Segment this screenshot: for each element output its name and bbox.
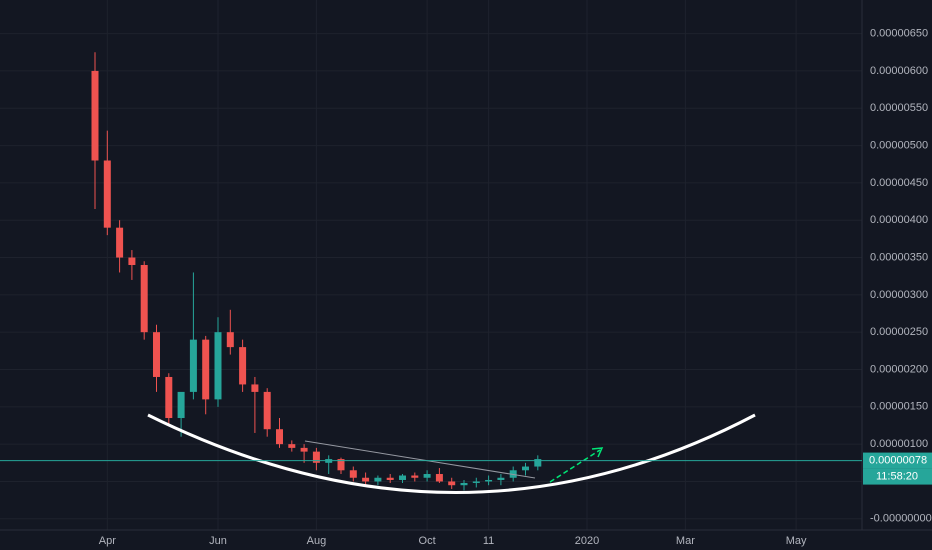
y-tick-label: 0.00000250 <box>870 326 928 338</box>
x-tick-label: Jun <box>209 535 227 547</box>
candle-body <box>103 160 111 228</box>
x-tick-label: 11 <box>483 535 494 547</box>
candle-body <box>128 257 136 265</box>
price-label-box <box>863 452 932 469</box>
y-tick-label: 0.00000400 <box>870 214 928 226</box>
candle-body <box>239 347 247 385</box>
x-tick-label: Mar <box>676 535 695 547</box>
candle-body <box>362 477 370 482</box>
candle-body <box>312 451 320 463</box>
candle-body <box>251 384 259 392</box>
candle-body <box>300 447 308 452</box>
candle-body <box>189 339 197 392</box>
candle-body <box>411 475 419 478</box>
candle-body <box>399 475 406 480</box>
candle-body <box>374 477 382 482</box>
candle-body <box>214 332 222 400</box>
candle-body <box>497 477 505 480</box>
candle-body <box>288 444 296 448</box>
candle-body <box>485 479 493 482</box>
candle-body <box>177 391 185 419</box>
candle-body <box>153 332 160 377</box>
arrow-head <box>591 447 604 458</box>
candle-body <box>460 482 468 486</box>
cup-curve <box>147 413 756 494</box>
y-tick-label: 0.00000500 <box>870 139 928 151</box>
y-tick-label: 0.00000350 <box>870 251 928 263</box>
candle-body <box>349 470 357 478</box>
candle-body <box>140 265 148 333</box>
trend-line <box>304 440 536 479</box>
countdown-box <box>863 468 932 485</box>
candle-body <box>263 391 271 430</box>
candle-body <box>386 477 394 480</box>
candle-body <box>472 481 480 483</box>
x-tick-label: May <box>786 535 807 547</box>
candle-body <box>522 466 529 471</box>
y-tick-label: 0.00000550 <box>870 102 928 114</box>
candle-body <box>226 332 234 348</box>
candle-body <box>435 474 443 482</box>
candle-body <box>448 481 456 486</box>
y-tick-label: 0.00000200 <box>870 363 928 375</box>
x-tick-label: Apr <box>99 535 116 547</box>
y-tick-label: 0.00000450 <box>870 177 928 189</box>
price-label: 0.00000078 <box>869 454 927 466</box>
candle-body <box>116 227 124 258</box>
y-tick-label: 0.00000150 <box>870 401 928 413</box>
arrow-line <box>549 449 601 483</box>
candle-body <box>423 474 431 478</box>
candle-body <box>534 459 542 467</box>
y-tick-label: 0.00000600 <box>870 65 928 77</box>
y-tick-label: -0.00000000 <box>870 513 932 525</box>
y-tick-label: 0.00000100 <box>870 438 928 450</box>
candle-body <box>165 376 173 419</box>
candle-body <box>202 339 210 400</box>
x-tick-label: Oct <box>419 535 436 547</box>
countdown-label: 11:58:20 <box>876 470 918 482</box>
x-tick-label: Aug <box>307 535 327 547</box>
x-tick-label: 2020 <box>575 535 599 547</box>
y-tick-label: 0.00000650 <box>870 27 928 39</box>
candle-body <box>91 70 99 161</box>
y-tick-label: 0.00000300 <box>870 289 928 301</box>
candle-body <box>276 429 283 445</box>
candle-body <box>337 459 345 471</box>
